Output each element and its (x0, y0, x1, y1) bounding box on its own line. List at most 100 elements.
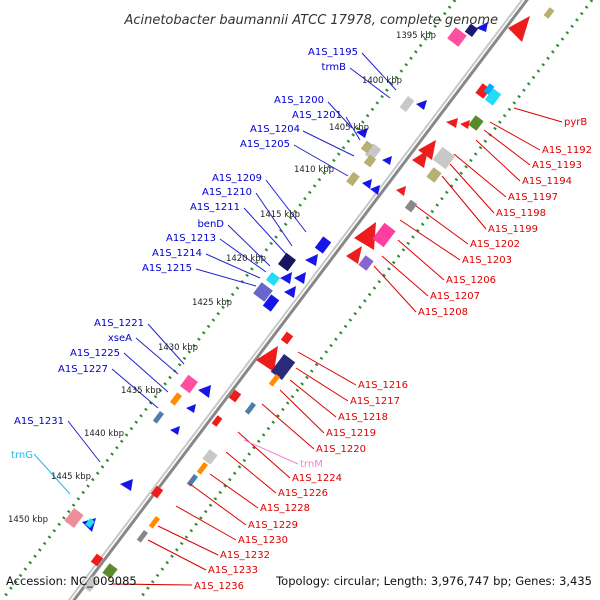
gene-arrow (370, 185, 380, 195)
gene-feature (152, 411, 165, 424)
gene-label: A1S_1206 (446, 275, 496, 286)
gene-arrow (198, 385, 211, 398)
gene-arrow (170, 426, 180, 435)
gene-feature (102, 563, 118, 579)
gene-label: A1S_1231 (14, 416, 64, 427)
gene-feature (244, 402, 257, 415)
gene-label: A1S_1229 (248, 520, 298, 531)
gene-label: A1S_1220 (316, 444, 366, 455)
gene-label: A1S_1219 (326, 428, 376, 439)
gene-label: A1S_1232 (220, 550, 270, 561)
gene-label: trnM (300, 459, 323, 470)
tick-label: 1440 kbp (84, 429, 124, 439)
gene-feature (363, 154, 377, 168)
leader-line (209, 473, 259, 509)
leader-line (373, 265, 417, 313)
trng-leader-line (33, 453, 71, 495)
leader-line (449, 163, 495, 214)
gene-label: A1S_1209 (212, 173, 262, 184)
gene-feature (346, 171, 360, 187)
gene-feature (202, 449, 218, 465)
gene-label: A1S_1207 (430, 291, 480, 302)
gene-label: A1S_1211 (190, 202, 240, 213)
leader-line (243, 207, 287, 255)
tick-label: 1435 kbp (121, 386, 161, 396)
leader-line (147, 323, 185, 365)
leader-line (397, 239, 445, 281)
gene-feature (169, 392, 183, 406)
gene-feature (85, 518, 95, 528)
leader-line (453, 153, 507, 198)
genome-title: Acinetobacter baumannii ATCC 17978, comp… (123, 13, 498, 28)
leader-line (123, 352, 169, 393)
gene-label: A1S_1225 (70, 348, 120, 359)
leader-line (381, 255, 429, 297)
gene-feature (358, 255, 374, 271)
gene-label: A1S_1236 (194, 581, 244, 592)
gene-arrow (508, 16, 530, 42)
gene-feature (483, 83, 495, 95)
gene-feature (228, 389, 242, 403)
forward-leader-lines (67, 52, 397, 463)
leader-line (147, 539, 207, 571)
gene-label: A1S_1199 (488, 224, 538, 235)
leader-line (327, 101, 353, 129)
leader-line (237, 431, 291, 479)
gene-label: A1S_1214 (152, 248, 202, 259)
tick-label: 1415 kbp (260, 210, 300, 220)
leader-line (293, 144, 349, 177)
gene-feature (447, 27, 467, 47)
tick-label: 1395 kbp (396, 31, 436, 41)
gene-arrow (476, 22, 488, 32)
gene-feature (360, 140, 374, 154)
gene-arrow (382, 156, 392, 165)
leader-line (189, 483, 247, 526)
gene-label: A1S_1204 (250, 124, 300, 135)
gene-feature (179, 374, 199, 394)
gene-label: A1S_1216 (358, 380, 408, 391)
tick-label: 1445 kbp (51, 472, 91, 482)
gene-label: A1S_1192 (542, 145, 592, 156)
leader-line (415, 205, 469, 245)
leader-line (279, 389, 325, 434)
gene-label: A1S_1215 (142, 263, 192, 274)
genome-backbone (67, 0, 529, 600)
gene-feature (262, 294, 280, 312)
gene-feature (150, 485, 164, 499)
reverse-leader-lines (111, 107, 563, 586)
gene-feature (404, 199, 418, 213)
reverse-gene-labels: pyrB A1S_1192 A1S_1193 A1S_1194 A1S_1197… (194, 117, 592, 592)
gene-label: A1S_1197 (508, 192, 558, 203)
gene-feature (211, 415, 223, 427)
ruler-tick-labels: 1395 kbp 1400 kbp 1405 kbp 1410 kbp 1415… (8, 31, 436, 525)
leader-line (302, 130, 355, 157)
gene-label: A1S_1205 (240, 139, 290, 150)
tick-label: 1400 kbp (362, 76, 402, 86)
gene-feature (543, 7, 555, 19)
leader-line (513, 107, 563, 123)
gene-arrow (354, 222, 376, 250)
gene-arrow (280, 272, 292, 284)
gene-label: A1S_1194 (522, 176, 572, 187)
leader-line (483, 129, 531, 166)
gene-label: A1S_1202 (470, 239, 520, 250)
gene-feature (277, 252, 297, 272)
leader-line (135, 337, 179, 375)
gene-feature (270, 354, 296, 380)
gene-arrow (460, 120, 470, 129)
trnm-leader-line (243, 439, 299, 465)
leader-line (297, 351, 357, 386)
gene-label: A1S_1200 (274, 95, 324, 106)
accession-text: Accession: NC_009085 (6, 574, 137, 588)
leader-line (219, 238, 267, 273)
leader-line (111, 368, 159, 409)
gene-label: pyrB (564, 117, 587, 128)
tick-label: 1420 kbp (226, 254, 266, 264)
backbone-line-outer (72, 0, 529, 600)
gene-label: xseA (108, 333, 132, 344)
gene-arrow (294, 272, 306, 284)
gene-label: A1S_1201 (292, 110, 342, 121)
gene-feature (484, 88, 502, 106)
tick-label: 1425 kbp (192, 298, 232, 308)
